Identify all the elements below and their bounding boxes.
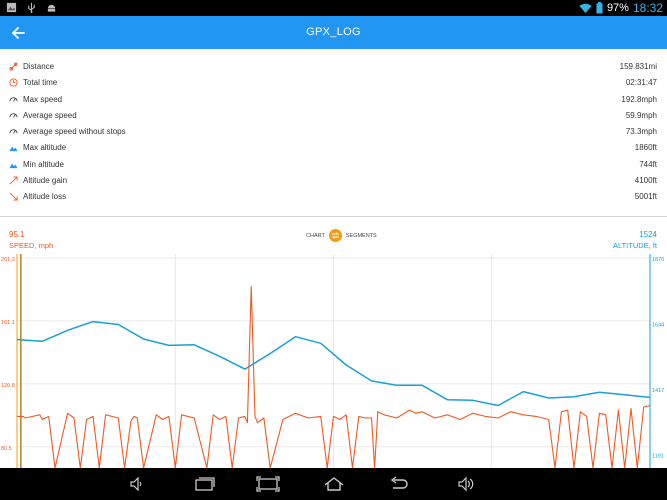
- stat-label: Total time: [23, 78, 58, 88]
- stat-value: 192.8mph: [621, 94, 657, 104]
- battery-percent: 97%: [606, 2, 629, 14]
- stat-row: Average speed without stops 73.3mph: [0, 124, 667, 140]
- toggle-chart-label[interactable]: CHART: [306, 232, 325, 239]
- home-icon[interactable]: [322, 475, 346, 493]
- stat-row: Altitude loss 5001ft: [0, 189, 667, 205]
- stat-row: Average speed 59.9mph: [0, 108, 667, 124]
- stat-label: Min altitude: [23, 159, 64, 169]
- stat-value: 02:31:47: [625, 78, 657, 88]
- altitude-tick-label: 1191: [652, 453, 664, 459]
- stats-list: Distance 159.831mi Total time 02:31:47 Max s…: [0, 59, 667, 206]
- clock-icon: [9, 78, 18, 87]
- altitude-gain-icon: [9, 176, 18, 185]
- volume-down-icon[interactable]: [128, 475, 146, 493]
- gallery-icon: [6, 2, 17, 13]
- arrow-left-icon[interactable]: [8, 23, 28, 43]
- android-icon: [47, 4, 56, 12]
- stat-value: 744ft: [639, 159, 657, 169]
- speed-current-value: 95.1: [9, 230, 25, 239]
- stat-label: Altitude loss: [23, 192, 67, 202]
- wifi-icon: [579, 3, 592, 13]
- speedometer-icon: [9, 129, 18, 134]
- divider: [0, 216, 667, 217]
- altitude-tick-label: 1417: [652, 388, 664, 394]
- stat-row: Max altitude 1860ft: [0, 140, 667, 156]
- altitude-series-line: [16, 320, 651, 407]
- usb-icon: [28, 2, 35, 13]
- stat-row: Altitude gain 4100ft: [0, 173, 667, 189]
- speed-tick-label: 161.1: [1, 320, 15, 326]
- stat-label: Altitude gain: [23, 176, 68, 186]
- chart-segments-toggle[interactable]: CHART SEGMENTS: [306, 229, 377, 242]
- distance-icon: [9, 62, 18, 71]
- recent-apps-icon[interactable]: [194, 475, 216, 493]
- stat-label: Max altitude: [23, 143, 67, 153]
- stat-label: Max speed: [23, 94, 63, 104]
- speed-tick-label: 80.5: [1, 446, 12, 452]
- speed-altitude-chart[interactable]: 201.3 161.1 120.8 80.5 1870 1644 1417 1191: [0, 254, 667, 468]
- stat-value: 73.3mph: [625, 127, 657, 137]
- stat-value: 5001ft: [634, 192, 657, 202]
- app-bar: GPX_LOG: [0, 16, 667, 49]
- altitude-tick-label: 1644: [652, 322, 664, 328]
- stat-row: Min altitude 744ft: [0, 157, 667, 173]
- mountain-icon: [9, 147, 18, 152]
- stat-value: 1860ft: [634, 143, 657, 153]
- chart-header: 95.1 SPEED, mph CHART SEGMENTS 1524 ALTI…: [0, 226, 667, 254]
- stat-row: Total time 02:31:47: [0, 75, 667, 91]
- mountain-icon: [9, 163, 18, 168]
- altitude-axis-title: ALTITUDE, ft: [612, 241, 657, 250]
- back-icon[interactable]: [388, 475, 410, 493]
- speedometer-icon: [9, 113, 18, 118]
- status-bar: 97% 18:32: [0, 0, 667, 16]
- stat-value: 59.9mph: [625, 110, 657, 120]
- altitude-tick-label: 1870: [652, 257, 664, 263]
- speed-axis-title: SPEED, mph: [9, 241, 54, 250]
- altitude-loss-icon: [9, 192, 18, 201]
- battery-icon: [596, 2, 603, 14]
- stat-row: Distance 159.831mi: [0, 59, 667, 75]
- altitude-current-value: 1524: [639, 230, 657, 239]
- screenshot-icon[interactable]: [256, 475, 280, 493]
- speed-series-line: [17, 286, 651, 468]
- nav-bar: [0, 468, 667, 500]
- speed-tick-label: 120.8: [1, 383, 15, 389]
- volume-up-icon[interactable]: [456, 475, 474, 493]
- status-time: 18:32: [632, 1, 663, 15]
- page-title: GPX_LOG: [306, 26, 361, 38]
- stat-label: Distance: [23, 62, 55, 71]
- stat-value: 4100ft: [634, 176, 657, 186]
- speed-tick-label: 201.3: [1, 257, 15, 263]
- toggle-segments-label[interactable]: SEGMENTS: [345, 232, 377, 239]
- speedometer-icon: [9, 96, 18, 102]
- stat-row: Max speed 192.8mph: [0, 92, 667, 108]
- stat-label: Average speed without stops: [23, 127, 126, 137]
- stat-value: 159.831mi: [619, 62, 657, 71]
- stat-label: Average speed: [23, 110, 77, 120]
- swap-icon[interactable]: [328, 229, 342, 242]
